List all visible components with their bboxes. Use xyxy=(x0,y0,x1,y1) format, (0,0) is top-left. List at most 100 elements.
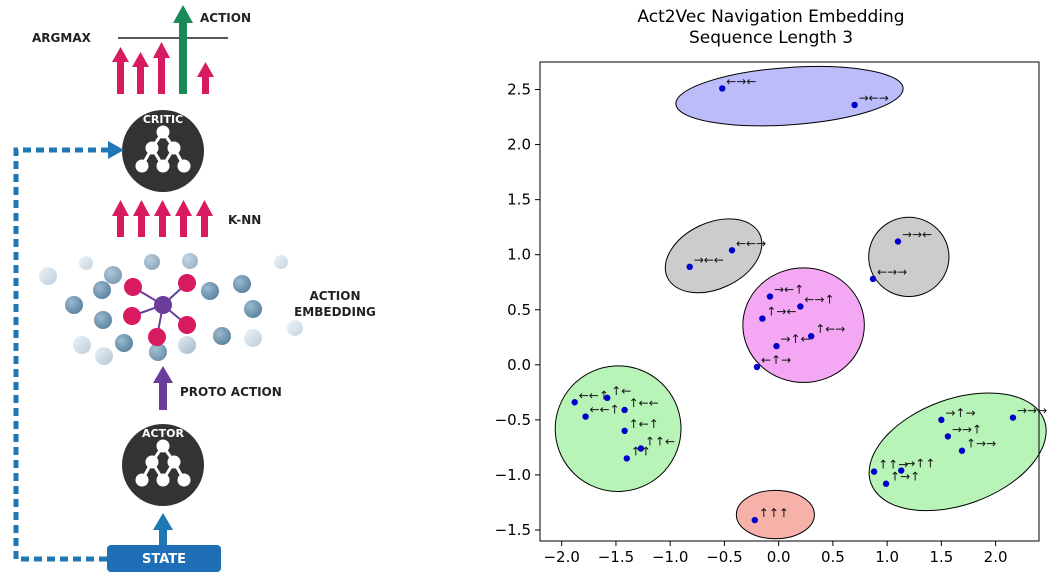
chart-title: Act2Vec Navigation Embedding xyxy=(637,7,904,27)
data-point xyxy=(582,413,589,420)
data-point xyxy=(753,363,761,371)
data-point xyxy=(958,447,966,454)
point-label: ↑← xyxy=(611,384,631,398)
argmax-label: ARGMAX xyxy=(32,31,92,45)
y-tick-label: 0.5 xyxy=(507,301,531,319)
point-label: ←←→ xyxy=(736,236,766,250)
x-tick-label: 1.0 xyxy=(875,548,899,566)
y-tick-label: 1.5 xyxy=(507,191,531,209)
state-box: STATE xyxy=(107,545,221,572)
actor-critic-diagram: ARGMAX ACTION xyxy=(13,5,376,572)
data-point xyxy=(571,399,578,406)
point-label: →→↑ xyxy=(952,422,982,436)
cluster-ellipses xyxy=(554,65,1047,540)
point-label: ←→↑ xyxy=(804,292,834,306)
critic-label: CRITIC xyxy=(143,113,183,126)
point-label: ↑→← xyxy=(766,305,796,319)
arrow-up-icon xyxy=(112,47,129,94)
data-point xyxy=(719,85,726,92)
point-label: ↑→↑ xyxy=(890,470,920,484)
y-tick-label: −0.5 xyxy=(495,411,531,429)
actor-node: ACTOR xyxy=(122,424,204,506)
point-label: ↑←← xyxy=(629,396,659,410)
chart-subtitle: Sequence Length 3 xyxy=(689,28,853,48)
point-label: ↑↑← xyxy=(645,435,675,449)
axes: −2.0 −1.5 −1.0 −0.5 0.0 0.5 1.0 1.5 2.0−1.5−1.0−… xyxy=(495,61,1040,566)
x-tick-label: 0.0 xyxy=(767,548,791,566)
data-point xyxy=(637,445,645,452)
selected-action-arrow xyxy=(173,5,193,94)
point-label: ←←↑ xyxy=(590,403,620,417)
critic-output-arrows xyxy=(112,42,214,94)
y-tick-label: 2.0 xyxy=(507,136,531,154)
data-point xyxy=(1009,414,1017,421)
data-point xyxy=(797,303,804,310)
data-point xyxy=(686,263,693,271)
action-embedding-cluster xyxy=(39,253,303,365)
data-point xyxy=(898,467,905,474)
data-point xyxy=(604,394,611,402)
action-embedding-label-line2: EMBEDDING xyxy=(294,305,376,319)
cluster-ellipse xyxy=(868,216,950,298)
point-label: ←←↑ xyxy=(579,388,609,402)
x-tick-label: 0.5 xyxy=(821,548,845,566)
data-point xyxy=(759,315,766,322)
point-label: ←→→ xyxy=(877,265,907,279)
point-label: →↑→ xyxy=(945,406,975,420)
cluster-ellipse xyxy=(868,392,1047,512)
arrow-up-icon xyxy=(196,200,213,237)
data-point xyxy=(882,480,890,487)
point-label: →←→ xyxy=(859,91,889,105)
point-label: ←→← xyxy=(726,74,756,88)
critic-node: CRITIC xyxy=(122,110,204,192)
data-point xyxy=(870,468,878,475)
data-point xyxy=(944,433,952,440)
y-tick-label: −1.0 xyxy=(495,466,531,484)
proto-action-label: PROTO ACTION xyxy=(180,385,282,399)
actor-label: ACTOR xyxy=(142,427,184,440)
data-point xyxy=(807,332,815,340)
proto-action-arrow xyxy=(153,366,173,410)
arrow-up-icon xyxy=(112,200,129,237)
scatter-points: ←→←→←→←←→→←←→→←←→→→←↑←→↑↑→←↑←→→↑←←↑→←←↑ ↑… xyxy=(571,74,1047,524)
x-tick-label: 2.0 xyxy=(984,548,1008,566)
data-point xyxy=(751,516,758,524)
action-embedding-label-line1: ACTION xyxy=(310,289,361,303)
data-point xyxy=(621,427,628,435)
point-label: ↑↑↑ xyxy=(759,506,789,520)
x-tick-label: −2.0 xyxy=(543,548,579,566)
point-label: ↑↑ xyxy=(631,444,651,458)
state-to-actor-arrow xyxy=(153,513,173,547)
cluster-ellipse xyxy=(742,267,865,383)
arrow-up-icon xyxy=(153,42,170,94)
data-point xyxy=(894,238,902,245)
point-label: ↑←↑ xyxy=(629,417,659,431)
x-tick-label: −1.5 xyxy=(598,548,634,566)
arrow-up-icon xyxy=(132,52,149,94)
cluster-ellipse xyxy=(554,365,682,492)
network-icon xyxy=(135,439,191,487)
point-label: →←↑ xyxy=(774,283,804,297)
arrow-up-icon xyxy=(175,200,192,237)
network-icon xyxy=(135,125,191,173)
data-point xyxy=(728,247,736,254)
act2vec-scatter-chart: Act2Vec Navigation Embedding Sequence Le… xyxy=(495,7,1048,566)
y-tick-label: 0.0 xyxy=(507,356,531,374)
dashed-loop-arrow-icon xyxy=(13,141,124,562)
action-label: ACTION xyxy=(200,11,251,25)
y-tick-label: 2.5 xyxy=(507,81,531,99)
point-label: ←↑→ xyxy=(761,353,791,367)
x-tick-label: −1.0 xyxy=(652,548,688,566)
point-label: →↑← xyxy=(780,332,810,346)
arrow-up-icon xyxy=(133,200,150,237)
data-point xyxy=(938,416,945,424)
cluster-ellipse xyxy=(675,65,904,127)
knn-label: K-NN xyxy=(228,213,261,227)
y-tick-label: 1.0 xyxy=(507,246,531,264)
data-point xyxy=(623,455,630,462)
plot-frame xyxy=(539,61,1040,542)
x-tick-label: 1.5 xyxy=(929,548,953,566)
point-label: ↑→→ xyxy=(966,437,996,451)
cluster-ellipse xyxy=(664,218,763,294)
